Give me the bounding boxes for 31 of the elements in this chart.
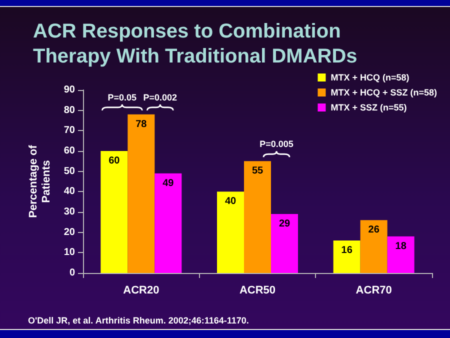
y-tick-label: 60 bbox=[64, 146, 76, 156]
y-tick-label: 20 bbox=[64, 226, 76, 238]
data-label: 18 bbox=[395, 240, 407, 252]
chart-title: ACR Responses to Combination Therapy With Traditional DMARDs bbox=[33, 20, 358, 68]
y-tick-label: 40 bbox=[64, 186, 76, 198]
y-tick-label: 50 bbox=[64, 166, 76, 177]
y-tick-label: 10 bbox=[64, 247, 76, 258]
data-label: 49 bbox=[162, 178, 174, 189]
annotation: P=0.005 bbox=[260, 139, 294, 150]
annotation: P=0.002 bbox=[143, 92, 178, 102]
data-label: 55 bbox=[252, 166, 264, 177]
x-tick-label: ACR50 bbox=[239, 284, 276, 296]
legend-label: MTX + HCQ (n=58) bbox=[330, 72, 410, 82]
y-tick-label: 90 bbox=[64, 84, 76, 96]
x-tick-label: ACR70 bbox=[356, 284, 392, 296]
data-label: 60 bbox=[108, 156, 120, 166]
data-label: 78 bbox=[136, 118, 148, 130]
y-axis-title: Percentage of Patients bbox=[27, 144, 52, 218]
data-label: 26 bbox=[368, 224, 380, 236]
data-label: 40 bbox=[224, 196, 236, 208]
legend-label: MTX + HCQ + SSZ (n=58) bbox=[330, 88, 438, 98]
y-tick-label: 0 bbox=[69, 268, 76, 278]
y-tick-label: 30 bbox=[64, 206, 76, 218]
data-label: 29 bbox=[278, 218, 290, 230]
annotation: P=0.05 bbox=[108, 92, 137, 102]
text: O'Dell JR, et al. Arthritis Rheum. 2002;46:1164-1170. bbox=[28, 316, 249, 326]
y-tick-label: 70 bbox=[64, 125, 76, 136]
x-tick-label: ACR20 bbox=[123, 284, 160, 296]
legend-label: MTX + SSZ (n=55) bbox=[330, 102, 407, 112]
y-tick-label: 80 bbox=[64, 104, 76, 116]
data-label: 16 bbox=[341, 244, 353, 256]
